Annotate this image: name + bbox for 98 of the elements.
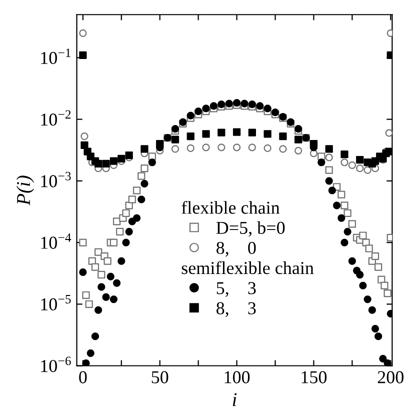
point [294,136,302,144]
point [318,158,326,166]
point [371,324,380,332]
y-tick-label: 10$^{−5}$ [41,295,71,310]
legend-label: 8, 0 [216,242,256,257]
point [110,295,118,304]
point [202,104,210,112]
point [91,332,100,340]
point [79,51,87,59]
point [264,144,272,152]
point [379,354,387,363]
point [356,164,364,172]
point [79,268,87,276]
point [118,154,126,162]
point [210,102,218,110]
y-axis-title: P(i) [16,176,34,206]
legend-label: D=5, b=0 [216,221,285,237]
point [80,132,88,140]
point [202,144,210,152]
point [102,293,110,301]
point [264,104,272,112]
point [340,238,348,246]
point [248,128,256,136]
point [94,160,102,168]
point [138,196,146,204]
point [140,180,148,188]
point [171,145,180,153]
point [279,145,287,153]
point [348,257,356,265]
point [325,177,333,185]
point [294,146,302,154]
point [256,102,264,110]
point [359,282,367,290]
annotation: flexible chain [182,200,280,214]
point [328,186,336,194]
point [94,306,102,314]
x-tick-label: 150 [302,371,327,384]
point [106,272,114,280]
point [340,150,348,158]
point [232,128,241,136]
point [218,144,226,152]
point [368,306,376,314]
y-tick-label: 10$^{−2}$ [41,110,71,126]
point [356,156,364,164]
point [132,214,141,222]
point [325,154,333,162]
point [248,144,256,152]
point [232,144,241,152]
point [356,270,364,279]
point [374,332,382,340]
x-axis-title: i [232,393,237,406]
point [338,214,346,222]
point [325,145,333,153]
x-tick-label: 100 [224,371,250,384]
point [385,148,392,156]
x-tick-label: 50 [152,371,168,384]
point [218,100,226,108]
point [364,295,372,304]
point [148,158,156,166]
point [240,100,248,108]
point [340,158,348,166]
point [225,100,233,108]
point [102,160,110,168]
point [364,166,372,174]
x-tick-label: 200 [378,371,404,384]
point [122,238,130,246]
point [186,144,194,152]
point [348,161,356,169]
point [140,145,148,153]
point [98,283,106,291]
y-tick-label: 10$^{−3}$ [41,172,71,188]
point [332,202,341,210]
point [118,257,126,265]
point [186,112,194,120]
point [194,107,202,116]
legend-label: 8, 3 [216,302,256,317]
y-tick-label: 10$^{−4}$ [41,233,72,249]
point [171,136,180,144]
x-tick-label: 0 [79,371,87,384]
point [112,279,121,287]
y-tick-label: 10$^{−6}$ [41,356,71,372]
point [264,130,272,138]
point [125,228,133,236]
y-tick-label: 10$^{−1}$ [41,48,71,64]
point [202,130,210,138]
point [110,157,118,165]
point [218,128,226,136]
annotation: semiflexible chain [182,261,314,274]
point [385,129,392,137]
point [86,349,94,357]
point [79,29,87,37]
point [248,100,256,108]
point [186,132,194,140]
point [279,132,287,140]
point [80,141,88,150]
legend-label: 5, 3 [216,282,256,297]
point [271,108,280,116]
point [344,228,352,236]
